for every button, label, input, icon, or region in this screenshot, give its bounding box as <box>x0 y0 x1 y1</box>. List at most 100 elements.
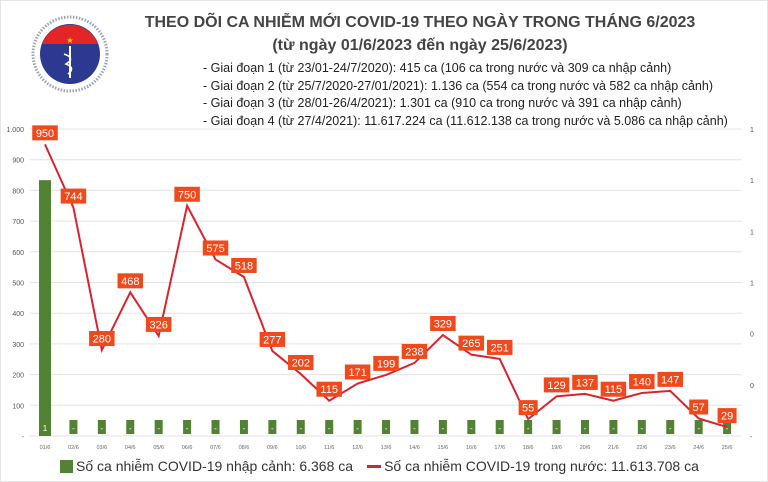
bar-data-label: - <box>413 424 416 433</box>
x-tick-label: 17/6 <box>494 445 505 451</box>
line-data-label-box <box>518 400 538 416</box>
bar <box>694 420 703 434</box>
y-left-tick-label: 100 <box>12 403 24 410</box>
bar-data-label: - <box>442 424 445 433</box>
bar <box>211 420 220 434</box>
line-data-label: 468 <box>121 276 139 288</box>
line-data-label-box <box>430 315 456 331</box>
line-data-label-box <box>316 381 342 397</box>
x-tick-label: 25/6 <box>722 445 733 451</box>
bar-data-label: - <box>498 424 501 433</box>
x-tick-label: 12/6 <box>352 445 363 451</box>
x-tick-label: 10/6 <box>295 445 306 451</box>
chart-title: THEO DÕI CA NHIỄM MỚI COVID-19 THEO NGÀY… <box>144 14 696 31</box>
y-left-tick-label: 600 <box>12 250 24 257</box>
line-data-label-box <box>288 354 314 370</box>
line-data-label-box <box>689 399 709 415</box>
line-data-label-box <box>600 381 627 397</box>
bar-data-label: - <box>726 424 729 433</box>
bar <box>410 420 419 434</box>
line-data-label-box <box>32 125 58 141</box>
bar <box>552 420 561 434</box>
line-data-label: 518 <box>235 260 253 272</box>
bar <box>438 420 447 434</box>
line-data-label: 575 <box>206 243 224 255</box>
line-data-label: 129 <box>547 380 565 392</box>
note-period-2: - Giai đoạn 2 (từ 25/7/2020-27/01/2021):… <box>203 78 713 93</box>
line-data-label-box <box>174 186 200 202</box>
line-data-label: 171 <box>348 367 366 379</box>
line-data-label-box <box>259 331 286 347</box>
bar-data-label: - <box>527 424 530 433</box>
bar <box>580 420 589 434</box>
line-data-label: 277 <box>263 334 281 346</box>
bar-data-label: - <box>385 424 388 433</box>
bar-data-label: - <box>669 424 672 433</box>
x-tick-label: 13/6 <box>381 445 392 451</box>
line-data-label: 115 <box>605 384 623 396</box>
line-data-label-box <box>401 343 428 359</box>
bar-data-label: - <box>356 424 359 433</box>
legend-bar-swatch <box>60 459 73 473</box>
x-tick-label: 08/6 <box>239 445 250 451</box>
x-tick-label: 19/6 <box>551 445 562 451</box>
line-data-label-box <box>231 257 257 273</box>
bar <box>39 180 51 436</box>
bar-data-label: - <box>243 424 246 433</box>
note-period-3: - Giai đoạn 3 (từ 28/01-26/4/2021): 1.30… <box>203 96 682 110</box>
legend-bar-label: Số ca nhiễm COVID-19 nhập cảnh: 6.368 ca <box>76 458 354 474</box>
line-data-label-box <box>717 408 737 424</box>
bar-data-label: - <box>157 424 160 433</box>
line-data-label: 199 <box>377 358 395 370</box>
y-left-tick-label: 200 <box>12 373 24 380</box>
line-data-label: 147 <box>661 374 679 386</box>
y-left-tick-label: 700 <box>12 219 24 226</box>
line-data-label: 326 <box>150 319 168 331</box>
y-left-tick-label: 1.000 <box>6 127 24 134</box>
line-data-label: 202 <box>292 357 310 369</box>
y-right-tick-label: 1 <box>750 178 754 185</box>
bar-data-label: - <box>328 424 331 433</box>
note-period-4: - Giai đoạn 4 (từ 27/4/2021): 11.617.224… <box>203 113 728 128</box>
x-tick-label: 21/6 <box>608 445 619 451</box>
x-tick-label: 02/6 <box>68 445 79 451</box>
bar-data-label: - <box>640 424 643 433</box>
legend-line-label: Số ca nhiễm COVID-19 trong nước: 11.613.… <box>384 458 699 474</box>
line-data-label: 744 <box>64 191 82 203</box>
line-series <box>44 143 728 429</box>
x-tick-label: 22/6 <box>636 445 647 451</box>
x-tick-label: 11/6 <box>324 445 334 451</box>
bar <box>382 420 391 434</box>
period-notes: - Giai đoạn 1 (từ 23/01-24/7/2020): 415 … <box>203 60 728 130</box>
y-right-tick-label: 1 <box>750 281 754 288</box>
bar-data-label: - <box>101 424 104 433</box>
legend: Số ca nhiễm COVID-19 nhập cảnh: 6.368 ca… <box>60 458 699 474</box>
bar <box>467 420 476 434</box>
line-data-label: 280 <box>93 334 111 346</box>
chart-plot: -1002003004005006007008009001.000-001111… <box>6 125 754 451</box>
bar <box>268 420 277 434</box>
svg-text:★: ★ <box>66 36 73 45</box>
line-data-label-box <box>89 331 115 347</box>
chart-subtitle: (từ ngày 01/6/2023 đến ngày 25/6/2023) <box>272 37 568 54</box>
bar <box>296 420 305 434</box>
x-tick-label: 04/6 <box>125 445 136 451</box>
bar <box>609 420 618 434</box>
line-data-label-box <box>117 273 144 289</box>
line-data-label: 115 <box>320 384 338 396</box>
line-data-label: 140 <box>633 377 651 389</box>
bar <box>126 420 135 434</box>
line-data-label: 950 <box>36 128 54 140</box>
y-right-tick-label: 1 <box>750 127 754 134</box>
bar <box>637 420 646 434</box>
x-tick-label: 16/6 <box>466 445 477 451</box>
bar-data-label: - <box>584 424 587 433</box>
line-data-label: 329 <box>434 318 452 330</box>
x-tick-label: 09/6 <box>267 445 278 451</box>
x-tick-label: 18/6 <box>523 445 534 451</box>
line-data-label-box <box>458 335 485 351</box>
line-data-label-box <box>657 371 683 387</box>
note-period-1: - Giai đoạn 1 (từ 23/01-24/7/2020): 415 … <box>203 61 672 75</box>
y-left-tick-label: 300 <box>12 342 24 349</box>
bar <box>69 420 78 434</box>
